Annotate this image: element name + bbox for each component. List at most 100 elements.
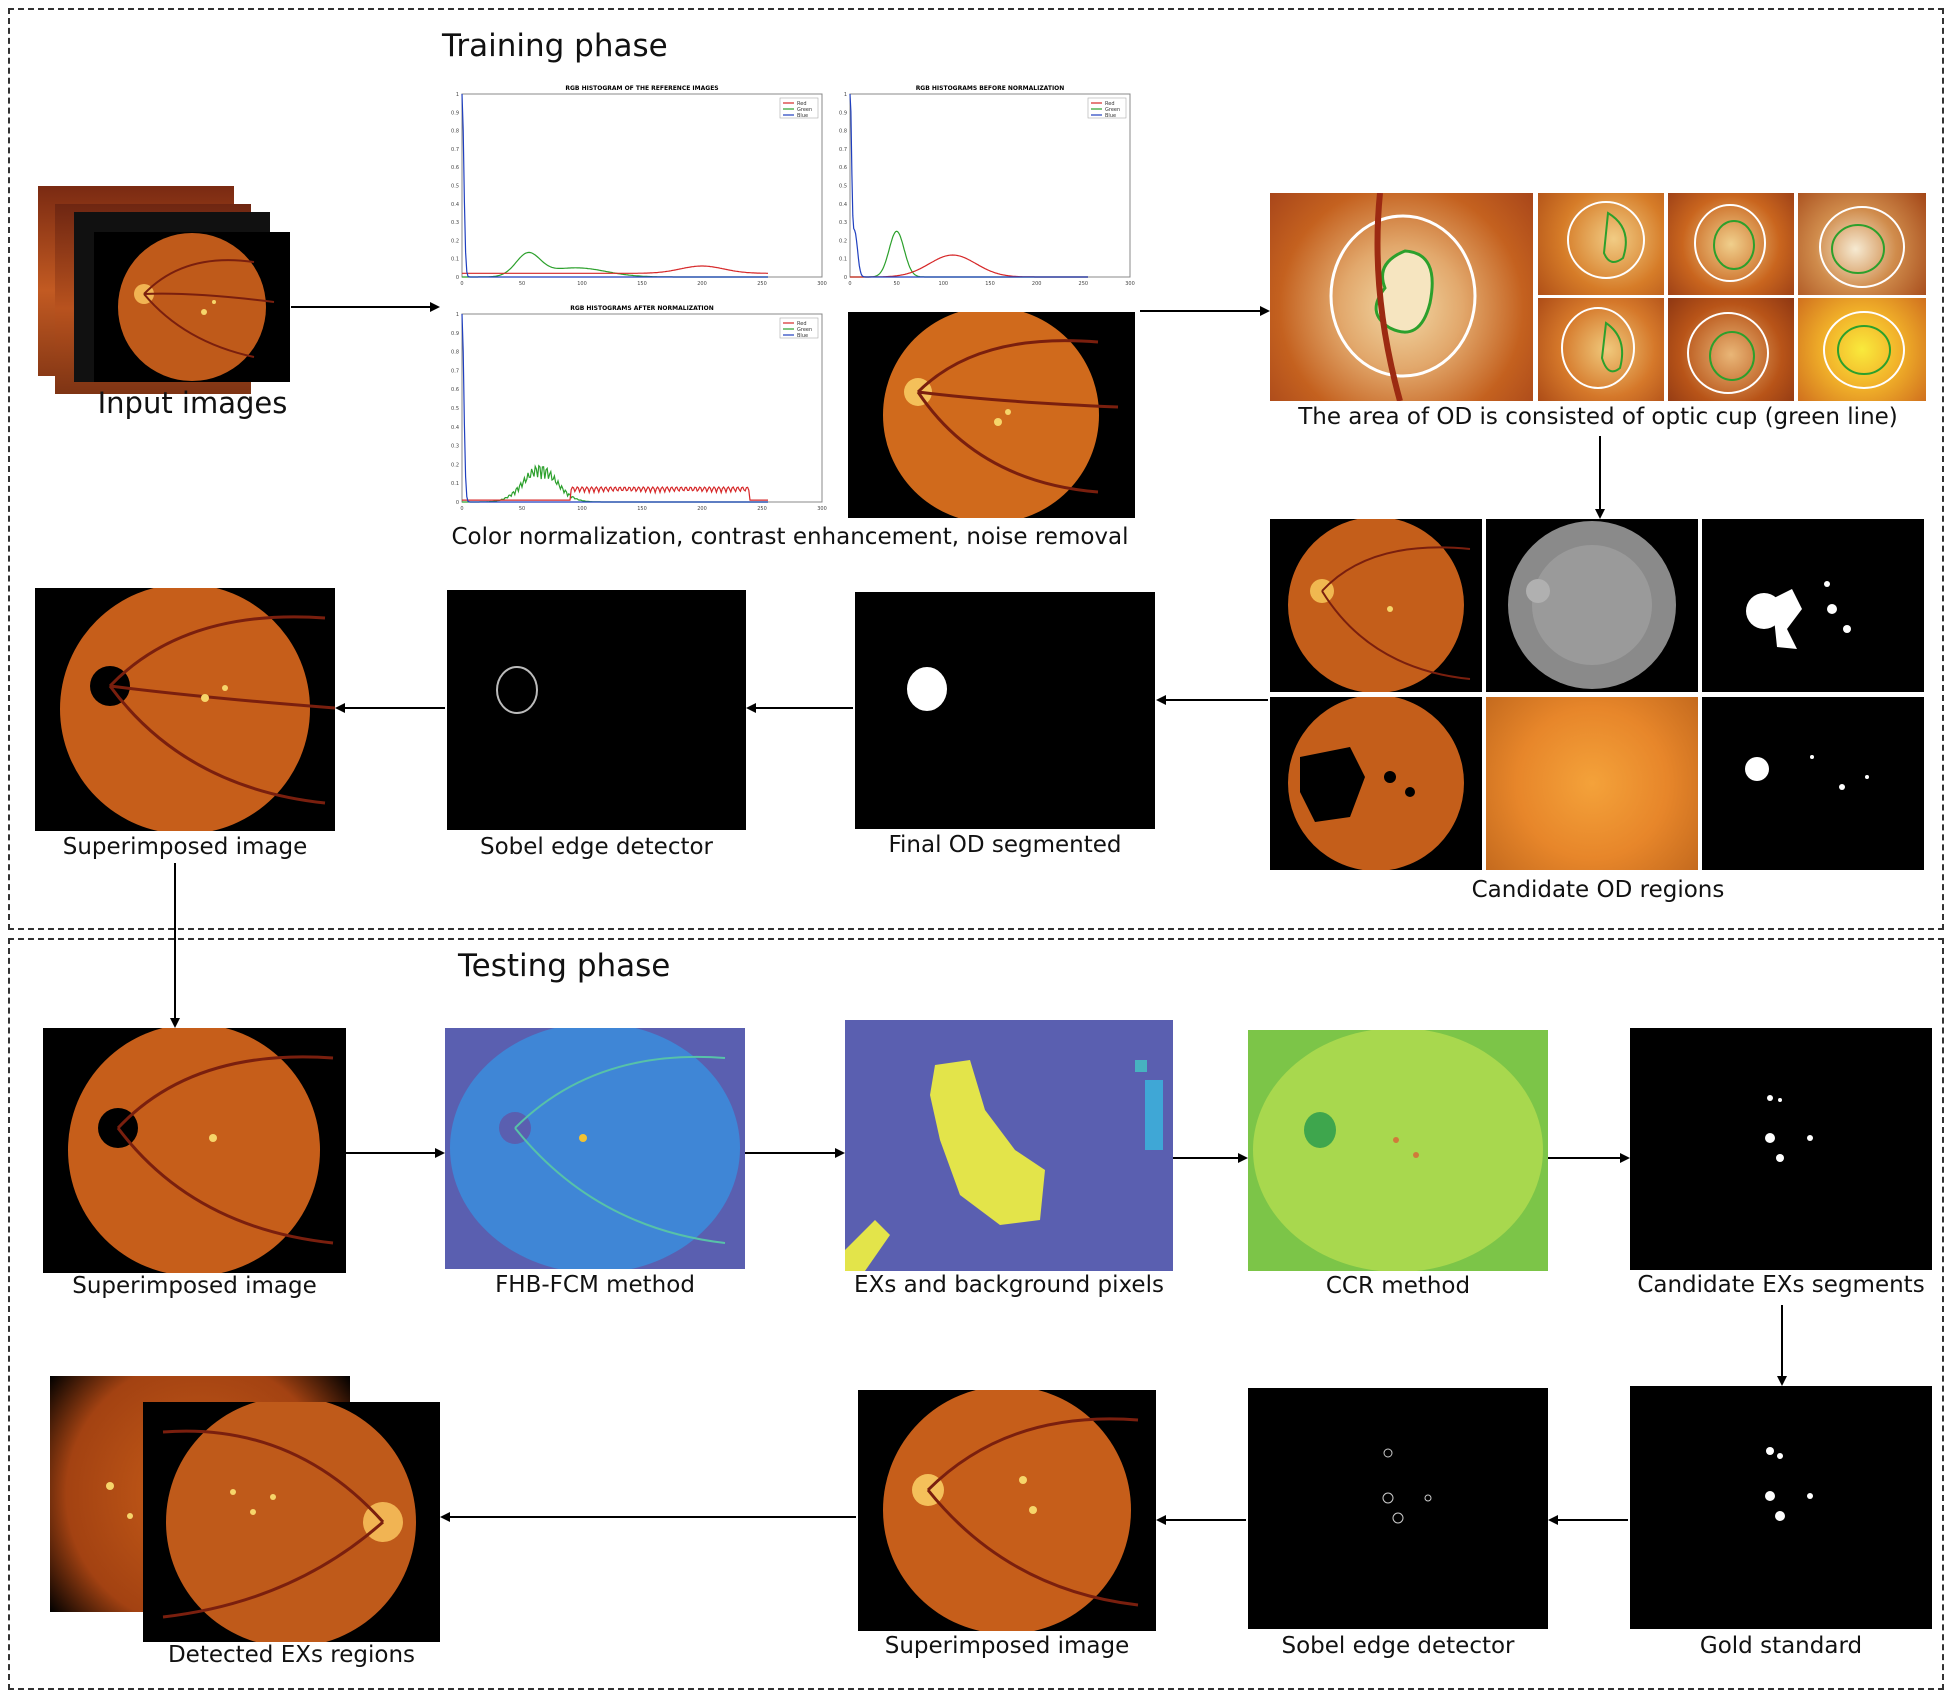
y-tick-label: 0.3	[451, 220, 459, 226]
x-tick-label: 200	[1032, 281, 1042, 287]
ccr-method-caption: CCR method	[1325, 1273, 1471, 1299]
y-tick-label: 0.5	[451, 406, 459, 412]
od-area-caption: The area of OD is consisted of optic cup…	[1298, 404, 1898, 430]
legend-label: Blue	[797, 333, 808, 339]
y-tick-label: 1	[456, 312, 459, 318]
input-images-caption: Input images	[97, 386, 288, 420]
x-tick-label: 300	[817, 506, 827, 512]
fhb-fcm-caption: FHB-FCM method	[495, 1272, 695, 1298]
y-tick-label: 0.8	[451, 350, 459, 356]
superimposed-training-caption: Superimposed image	[62, 834, 308, 860]
red-series-line	[462, 265, 768, 274]
legend-label: Blue	[1105, 113, 1116, 119]
y-tick-label: 0.3	[451, 444, 459, 450]
y-tick-label: 0.7	[451, 147, 459, 153]
y-tick-label: 0.5	[839, 184, 847, 190]
x-tick-label: 100	[939, 281, 949, 287]
x-tick-label: 100	[577, 281, 587, 287]
x-tick-label: 150	[637, 281, 647, 287]
legend-label: Red	[797, 321, 807, 327]
od-crop-5	[1668, 298, 1794, 401]
training-phase-title: Training phase	[442, 28, 668, 64]
x-tick-label: 0	[848, 281, 851, 287]
y-tick-label: 0.9	[451, 110, 459, 116]
x-tick-label: 300	[1125, 281, 1135, 287]
y-tick-label: 0.2	[451, 462, 459, 468]
candidate-od-blurred	[1486, 697, 1698, 870]
y-tick-label: 0.4	[451, 425, 459, 431]
legend-label: Green	[797, 107, 812, 113]
x-tick-label: 300	[817, 281, 827, 287]
y-tick-label: 0.6	[839, 165, 847, 171]
y-tick-label: 0	[456, 275, 459, 281]
od-crop-2	[1668, 193, 1794, 295]
y-tick-label: 0.8	[839, 129, 847, 135]
chart-title: RGB HISTOGRAM OF THE REFERENCE IMAGES	[565, 85, 718, 92]
y-tick-label: 0.2	[839, 238, 847, 244]
sobel-testing-caption: Sobel edge detector	[1281, 1633, 1515, 1659]
candidate-od-fundus	[1270, 519, 1482, 692]
blue-series-line	[461, 313, 768, 503]
y-tick-label: 1	[456, 92, 459, 98]
chart-plot-area	[849, 93, 1131, 278]
x-tick-label: 50	[893, 281, 899, 287]
y-tick-label: 0.6	[451, 387, 459, 393]
detected-exs-front-image	[143, 1402, 440, 1642]
candidate-od-gray	[1486, 519, 1698, 692]
superimposed-exs-image	[858, 1390, 1156, 1631]
x-tick-label: 50	[519, 506, 525, 512]
legend-label: Red	[797, 101, 807, 107]
x-tick-label: 200	[697, 281, 707, 287]
normalized-fundus-image	[848, 312, 1135, 518]
x-tick-label: 200	[697, 506, 707, 512]
y-tick-label: 0.4	[839, 202, 847, 208]
x-tick-label: 250	[1079, 281, 1089, 287]
od-crop-6	[1798, 298, 1926, 401]
superimposed-testing-image	[43, 1028, 346, 1273]
ccr-method-image	[1248, 1030, 1548, 1271]
od-crop-3	[1798, 193, 1926, 295]
candidate-exs-caption: Candidate EXs segments	[1637, 1272, 1925, 1298]
testing-phase-title: Testing phase	[458, 948, 671, 984]
y-tick-label: 0.6	[451, 165, 459, 171]
legend-label: Blue	[797, 113, 808, 119]
candidate-exs-image	[1630, 1028, 1932, 1270]
gold-standard-image	[1630, 1386, 1932, 1629]
x-tick-label: 250	[757, 281, 767, 287]
x-tick-label: 150	[637, 506, 647, 512]
legend-label: Red	[1105, 101, 1115, 107]
y-tick-label: 0.1	[839, 257, 847, 263]
y-tick-label: 0.9	[451, 331, 459, 337]
input-image-front	[94, 232, 290, 382]
y-tick-label: 0	[844, 275, 847, 281]
normalization-caption: Color normalization, contrast enhancemen…	[451, 524, 1129, 550]
candidate-od-binary-2	[1702, 697, 1924, 870]
y-tick-label: 0.9	[839, 110, 847, 116]
testing-phase-box	[8, 938, 1944, 1690]
y-tick-label: 0	[456, 500, 459, 506]
y-tick-label: 0.1	[451, 257, 459, 263]
histogram-after-normalization: RGB HISTOGRAMS AFTER NORMALIZATION 0 0.1 0.…	[440, 300, 828, 520]
x-tick-label: 0	[460, 506, 463, 512]
detected-exs-caption: Detected EXs regions	[167, 1642, 416, 1668]
x-tick-label: 250	[757, 506, 767, 512]
x-tick-label: 100	[577, 506, 587, 512]
y-tick-label: 1	[844, 92, 847, 98]
chart-title: RGB HISTOGRAMS AFTER NORMALIZATION	[570, 305, 714, 312]
legend-label: Green	[1105, 107, 1120, 113]
y-tick-label: 0.7	[451, 368, 459, 374]
y-tick-label: 0.2	[451, 238, 459, 244]
sobel-edge-training-image	[447, 590, 746, 830]
candidate-od-caption: Candidate OD regions	[1471, 877, 1725, 903]
od-crop-large	[1270, 193, 1533, 401]
y-tick-label: 0.7	[839, 147, 847, 153]
blue-series-line	[461, 93, 768, 278]
sobel-training-caption: Sobel edge detector	[479, 834, 714, 860]
red-series-line	[462, 485, 768, 501]
chart-plot-area	[461, 313, 823, 503]
chart-plot-area	[461, 93, 823, 278]
histogram-before-normalization: RGB HISTOGRAMS BEFORE NORMALIZATION 0 0.1 0…	[828, 80, 1136, 295]
training-phase-box	[8, 8, 1944, 930]
